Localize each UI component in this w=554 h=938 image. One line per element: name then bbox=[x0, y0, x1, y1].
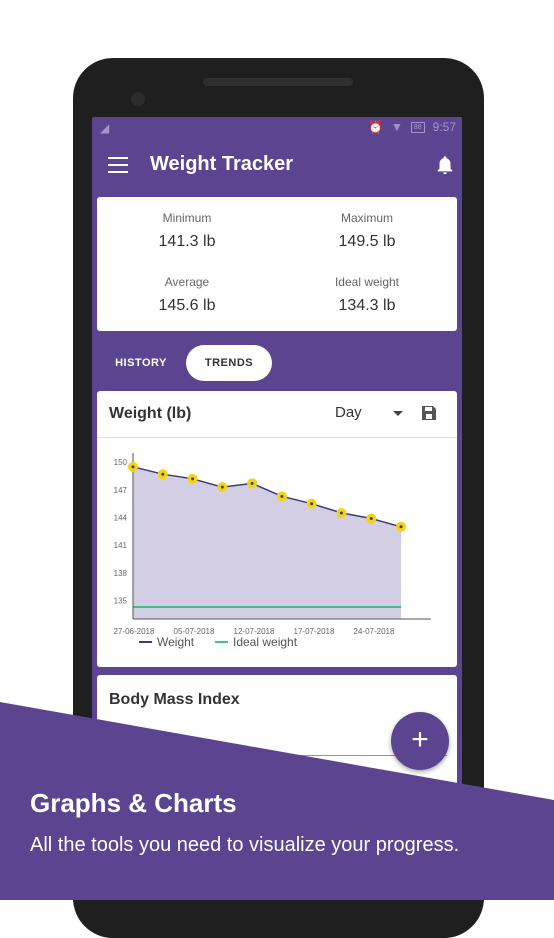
series-line-weight bbox=[132, 466, 402, 528]
hamburger-menu-icon[interactable] bbox=[108, 157, 128, 173]
period-dropdown[interactable]: Day bbox=[335, 404, 362, 421]
stat-minimum: Minimum 141.3 lb bbox=[97, 211, 277, 251]
y-tick-label: 150 bbox=[114, 458, 128, 467]
data-point-center bbox=[191, 477, 195, 481]
phone-camera bbox=[131, 92, 145, 106]
data-point-center bbox=[280, 494, 284, 498]
stat-average: Average 145.6 lb bbox=[97, 275, 277, 315]
y-tick-label: 147 bbox=[114, 486, 128, 495]
status-bar: ◢ ⏰ ▼ 88 9:57 bbox=[92, 117, 462, 139]
promo-title: Graphs & Charts bbox=[30, 788, 237, 818]
legend-label-ideal-weight: Ideal weight bbox=[233, 635, 298, 649]
stat-value: 134.3 lb bbox=[338, 297, 396, 314]
app-bar: Weight Tracker bbox=[92, 139, 462, 193]
y-tick-label: 141 bbox=[114, 541, 128, 550]
stat-label: Minimum bbox=[162, 211, 212, 225]
stat-value: 145.6 lb bbox=[158, 297, 216, 314]
stat-label: Maximum bbox=[340, 211, 393, 225]
tab-history[interactable]: HISTORY bbox=[115, 357, 167, 369]
weight-chart-card: Weight (lb) Day 135 138 141 144 147 150 27-06… bbox=[97, 391, 457, 667]
data-point-center bbox=[369, 516, 373, 520]
chart-title: Weight (lb) bbox=[109, 405, 192, 422]
y-tick-label: 138 bbox=[114, 569, 128, 578]
alarm-icon: ⏰ bbox=[368, 120, 383, 134]
data-point-center bbox=[131, 465, 135, 469]
signal-icon: ◢ bbox=[100, 121, 110, 135]
data-point-center bbox=[399, 525, 403, 529]
data-point-center bbox=[339, 511, 343, 515]
promo-banner bbox=[0, 702, 554, 900]
x-tick-label: 27-06-2018 bbox=[114, 627, 155, 636]
legend-label-weight: Weight bbox=[157, 635, 195, 649]
stat-value: 141.3 lb bbox=[158, 233, 216, 250]
bmi-chart-line bbox=[267, 755, 447, 756]
x-tick-label: 24-07-2018 bbox=[354, 627, 395, 636]
bell-icon[interactable] bbox=[434, 153, 456, 177]
wifi-icon: ▼ bbox=[390, 120, 403, 134]
data-point-center bbox=[161, 472, 165, 476]
promo-subtitle: All the tools you need to visualize your… bbox=[30, 834, 460, 856]
data-point-center bbox=[250, 481, 254, 485]
phone-speaker bbox=[203, 78, 353, 86]
data-point-center bbox=[220, 485, 224, 489]
clock: 9:57 bbox=[432, 120, 456, 134]
stats-card: Minimum 141.3 lb Maximum 149.5 lb Averag… bbox=[97, 197, 457, 331]
tab-trends[interactable]: TRENDS bbox=[186, 345, 272, 381]
legend: Weight Ideal weight bbox=[139, 635, 298, 649]
tab-bar: HISTORY TRENDS bbox=[92, 343, 462, 383]
stat-maximum: Maximum 149.5 lb bbox=[277, 211, 457, 251]
data-point-center bbox=[310, 502, 314, 506]
app-title: Weight Tracker bbox=[150, 153, 294, 175]
bmi-title: Body Mass Index bbox=[109, 691, 240, 708]
x-tick-label: 17-07-2018 bbox=[294, 627, 335, 636]
weight-area-fill bbox=[133, 466, 401, 619]
save-icon[interactable] bbox=[421, 405, 437, 421]
x-tick-label: 05-07-2018 bbox=[174, 627, 215, 636]
y-tick-labels: 135 138 141 144 147 150 bbox=[114, 458, 128, 605]
stat-ideal-weight: Ideal weight 134.3 lb bbox=[277, 275, 457, 315]
weight-chart: 135 138 141 144 147 150 27-06-2018 05-07-2018 1… bbox=[114, 453, 431, 649]
y-tick-label: 135 bbox=[114, 597, 128, 606]
stat-value: 149.5 lb bbox=[338, 233, 396, 250]
stat-label: Ideal weight bbox=[334, 275, 400, 289]
x-tick-label: 12-07-2018 bbox=[234, 627, 275, 636]
data-points bbox=[128, 461, 406, 532]
battery-icon: 88 bbox=[410, 121, 425, 133]
stat-label: Average bbox=[164, 275, 210, 289]
y-tick-label: 144 bbox=[114, 514, 128, 523]
x-tick-labels: 27-06-2018 05-07-2018 12-07-2018 17-07-2018… bbox=[114, 627, 395, 636]
chevron-down-icon[interactable] bbox=[393, 411, 403, 416]
divider bbox=[97, 437, 457, 438]
add-entry-button[interactable]: + bbox=[391, 712, 449, 770]
